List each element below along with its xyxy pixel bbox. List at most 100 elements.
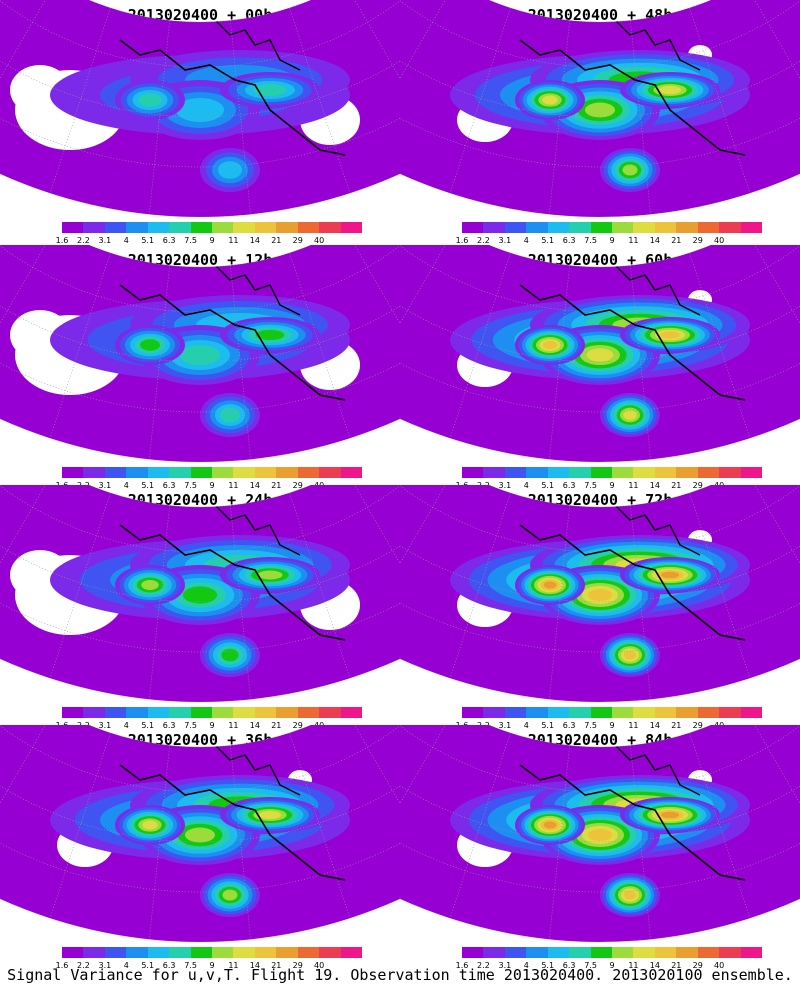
graticule-line: [149, 265, 170, 460]
colorbar-tick-label: 5.1: [541, 236, 555, 245]
graticule-line: [49, 7, 111, 194]
colorbar-swatch: [483, 467, 506, 478]
colorbar-tick-label: 4: [123, 481, 129, 490]
field-contour: [623, 410, 637, 420]
field-contour: [624, 650, 636, 660]
colorbar: [462, 707, 763, 718]
colorbar-tick-label: 11: [228, 961, 239, 970]
colorbar-tick-label: 14: [249, 961, 260, 970]
colorbar-swatch: [612, 947, 634, 958]
colorbar-tick-label: 4: [523, 481, 529, 490]
map-panel-48h: 2013020400 + 48h 1.6 2.2 3.1 4 5.1 6.3 7.5 9 11 1…: [400, 0, 800, 245]
colorbar-swatch: [697, 467, 720, 478]
graticule-line: [630, 20, 651, 215]
coastline: [614, 19, 701, 71]
colorbar-tick-label: 14: [649, 481, 660, 490]
colorbar-tick-label: 9: [209, 236, 215, 245]
colorbar-swatch: [233, 707, 256, 718]
colorbar-tick-label: 4: [523, 721, 529, 730]
colorbar-swatch: [62, 947, 84, 958]
map-border: [400, 0, 800, 218]
map-field: [0, 0, 400, 218]
colorbar-swatch: [504, 222, 527, 233]
graticule-line: [230, 265, 251, 460]
colorbar-tick-label: 5.1: [141, 236, 155, 245]
colorbar-swatch: [654, 947, 677, 958]
colorbar-tick-label: 5.1: [141, 481, 155, 490]
colorbar-tick-label: 21: [671, 481, 682, 490]
colorbar-tick-label: 14: [249, 236, 260, 245]
colorbar-swatch: [147, 222, 170, 233]
field-contour: [622, 164, 638, 176]
graticule-line: [400, 780, 800, 893]
field-contour: [588, 589, 612, 601]
colorbar-swatch: [169, 947, 192, 958]
colorbar-swatch: [340, 467, 363, 478]
colorbar-swatch: [297, 707, 320, 718]
graticule-line: [49, 252, 111, 439]
colorbar-swatch: [740, 467, 763, 478]
colorbar-swatch: [612, 707, 634, 718]
colorbar-swatch: [654, 707, 677, 718]
colorbar: [62, 467, 363, 478]
field-contour: [660, 331, 680, 339]
colorbar-tick-label: 21: [671, 961, 682, 970]
map-border: [400, 245, 800, 463]
colorbar-swatch: [676, 947, 699, 958]
colorbar-swatch: [126, 222, 149, 233]
colorbar-labels: 1.6 2.2 3.1 4 5.1 6.3 7.5 9 11 14 21 29 40: [56, 236, 362, 246]
colorbar-swatch: [633, 707, 656, 718]
colorbar-tick-label: 29: [292, 961, 303, 970]
colorbar-tick-label: 9: [609, 481, 615, 490]
colorbar-swatch: [462, 707, 484, 718]
colorbar-swatch: [147, 707, 170, 718]
map-border: [400, 725, 800, 943]
colorbar-swatch: [719, 467, 742, 478]
colorbar-tick-label: 2.2: [77, 236, 90, 245]
graticule: [0, 485, 400, 700]
colorbar-tick-label: 6.3: [162, 961, 176, 970]
graticule-line: [289, 732, 351, 919]
field-contour: [185, 827, 215, 843]
colorbar-tick-label: 2.2: [477, 236, 490, 245]
coastline: [614, 504, 701, 556]
map-field: [400, 725, 800, 943]
colorbar-swatch: [147, 947, 170, 958]
colorbar-swatch: [719, 947, 742, 958]
field-contour: [218, 161, 242, 179]
colorbar-swatch: [169, 707, 192, 718]
colorbar-swatch: [147, 467, 170, 478]
coastline: [119, 39, 346, 156]
colorbar-tick-label: 1.6: [55, 236, 69, 245]
colorbar-tick-label: 1.6: [55, 961, 69, 970]
variance-map: [400, 0, 800, 218]
colorbar-swatch: [526, 707, 549, 718]
panel-title: 2013020400 + 12h: [127, 251, 273, 269]
colorbar-swatch: [233, 222, 256, 233]
colorbar-tick-label: 5.1: [541, 481, 555, 490]
colorbar-swatch: [569, 222, 592, 233]
coastline: [119, 764, 346, 881]
coastline: [614, 264, 701, 316]
graticule-line: [49, 492, 111, 679]
colorbar-swatch: [547, 467, 570, 478]
field-contour: [660, 571, 680, 579]
coastline: [214, 19, 301, 71]
colorbar-swatch: [297, 947, 320, 958]
graticule: [0, 725, 400, 940]
colorbar-tick-label: 5.1: [541, 961, 555, 970]
colorbar-tick-label: 3.1: [98, 721, 112, 730]
graticule-line: [449, 252, 511, 439]
colorbar-swatch: [569, 707, 592, 718]
colorbar-swatch: [297, 222, 320, 233]
graticule-line: [49, 732, 111, 919]
colorbar-swatch: [276, 947, 299, 958]
colorbar-tick-label: 7.5: [184, 961, 197, 970]
colorbar-swatch: [676, 222, 699, 233]
colorbar-tick-label: 40: [314, 236, 325, 245]
colorbar-swatch: [526, 467, 549, 478]
graticule-line: [230, 20, 251, 215]
colorbar-swatch: [569, 467, 592, 478]
colorbar-swatch: [504, 467, 527, 478]
field-contour: [176, 98, 224, 122]
